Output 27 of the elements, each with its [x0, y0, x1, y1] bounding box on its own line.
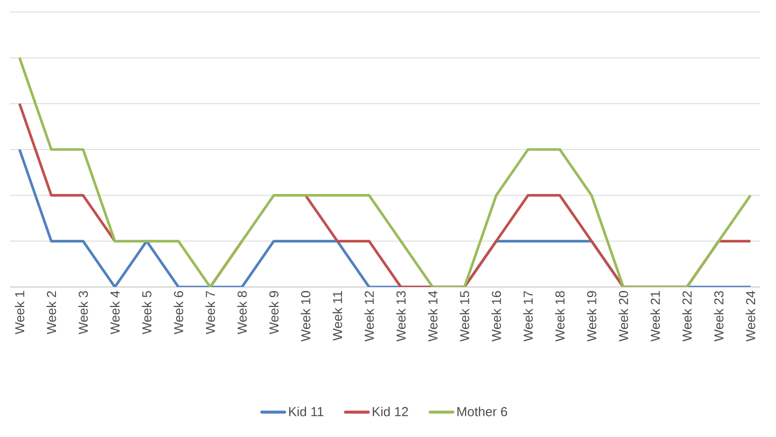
x-tick-label: Week 5	[142, 291, 152, 334]
legend-label: Kid 12	[372, 406, 408, 416]
legend-label: Kid 11	[289, 406, 324, 416]
x-tick-label: Week 2	[46, 291, 56, 334]
x-tick-label: Week 18	[555, 291, 565, 342]
x-tick-label: Week 13	[396, 291, 406, 342]
x-tick-label: Week 11	[332, 291, 342, 341]
x-tick-label: Week 23	[714, 291, 724, 342]
x-tick-label: Week 15	[460, 291, 470, 342]
x-tick-label: Week 12	[364, 291, 374, 342]
x-tick-label: Week 21	[650, 291, 660, 342]
x-tick-label: Week 14	[428, 290, 438, 342]
x-tick-label: Week 17	[523, 291, 533, 342]
x-tick-label: Week 9	[268, 291, 279, 334]
x-tick-label: Week 22	[682, 291, 692, 342]
x-tick-label: Week 4	[110, 290, 120, 334]
x-tick-label: Week 19	[586, 291, 596, 342]
x-tick-label: Week 16	[491, 291, 502, 342]
x-tick-label: Week 20	[618, 291, 628, 342]
x-tick-label: Week 6	[174, 291, 184, 334]
x-tick-label: Week 8	[237, 291, 247, 334]
legend-label: Mother 6	[457, 406, 508, 416]
x-tick-label: Week 3	[78, 291, 88, 334]
x-tick-label: Week 10	[300, 291, 310, 342]
x-tick-label: Week 7	[205, 291, 215, 334]
x-tick-label: Week 24	[746, 290, 756, 342]
x-tick-label: Week 1	[14, 291, 24, 334]
